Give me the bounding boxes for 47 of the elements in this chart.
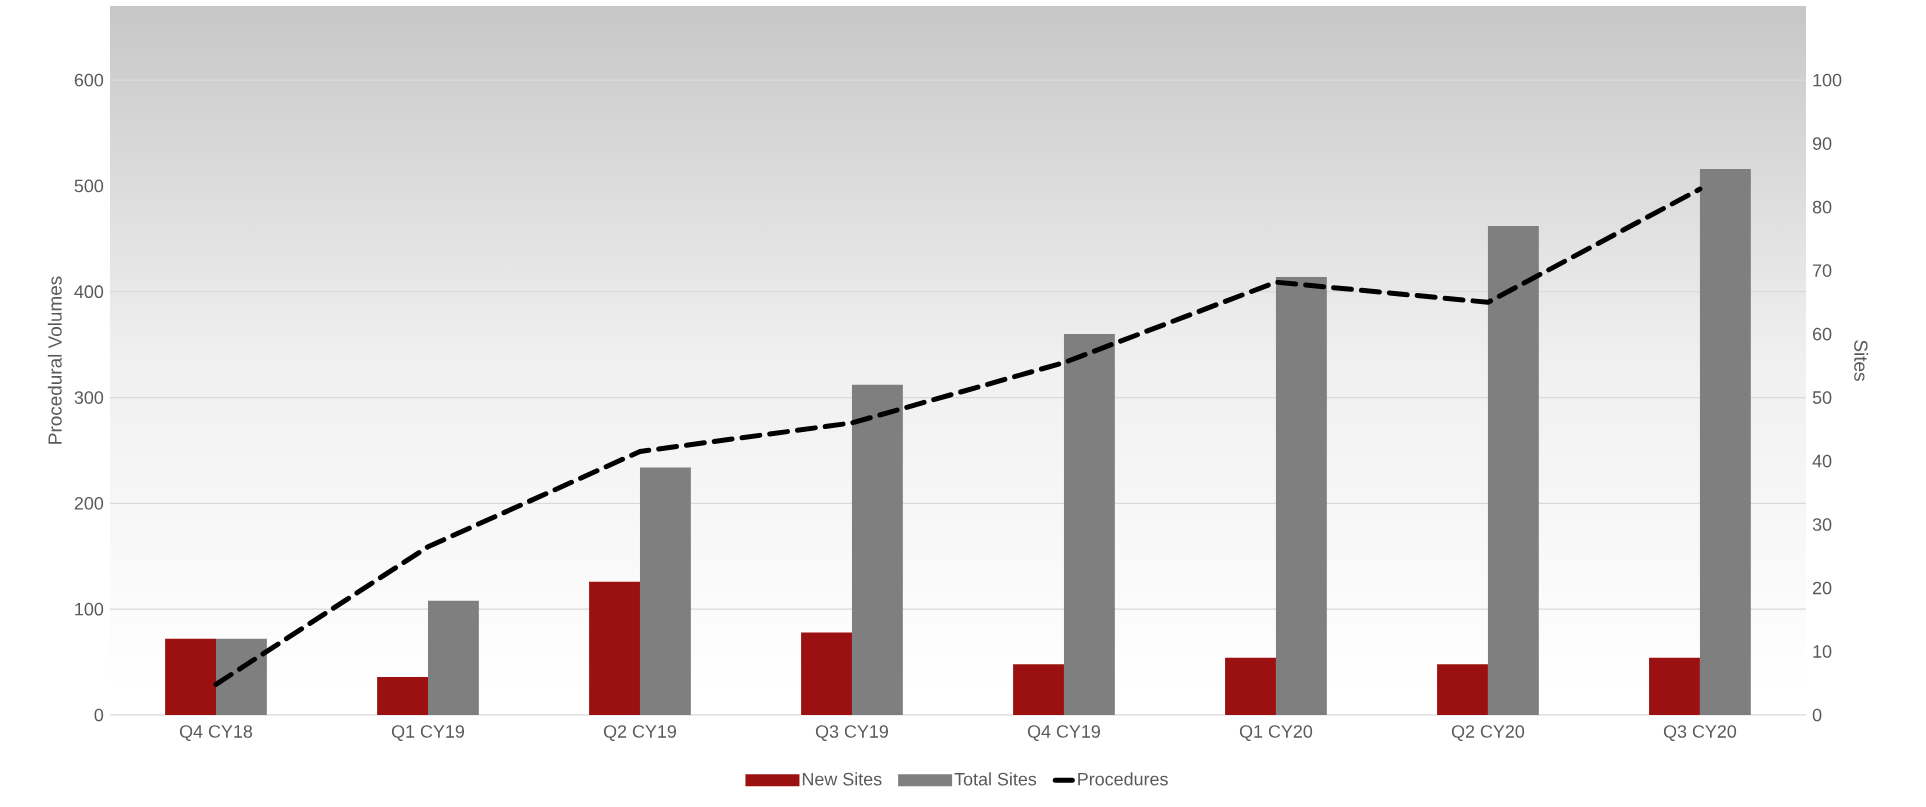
x-tick-label: Q4 CY19 [1027, 725, 1100, 742]
y2-tick-label: 0 [1812, 708, 1822, 722]
y-tick-label: 300 [74, 391, 104, 404]
bar [1437, 664, 1488, 715]
bar [427, 600, 479, 715]
y2-tick-label: 60 [1813, 327, 1832, 341]
y-tick-label: 400 [74, 285, 104, 299]
bar [589, 581, 640, 715]
y2-tick-label: 20 [1813, 581, 1832, 595]
bar [216, 638, 267, 715]
y-tick-label: 600 [74, 73, 104, 87]
bar [801, 632, 852, 715]
bar [1487, 226, 1539, 715]
x-tick-label: Q2 CY20 [1451, 725, 1525, 742]
bar [1013, 664, 1064, 715]
y2-tick-label: 30 [1812, 518, 1832, 531]
y2-tick-label: 90 [1812, 137, 1832, 150]
x-tick-label: Q1 CY19 [391, 725, 464, 742]
bar [1699, 168, 1751, 715]
bar [851, 384, 903, 715]
y2-axis-title: Sites [1854, 340, 1869, 381]
y-tick-label: 100 [75, 602, 104, 616]
bar [1063, 334, 1115, 715]
y2-tick-label: 80 [1812, 200, 1832, 214]
bar [639, 467, 691, 715]
y2-tick-label: 50 [1812, 391, 1832, 404]
x-tick-label: Q3 CY20 [1663, 725, 1737, 742]
y2-tick-label: 100 [1813, 73, 1842, 87]
legend-label: Total Sites [954, 772, 1037, 786]
x-tick-label: Q1 CY20 [1239, 725, 1313, 742]
bar [377, 676, 428, 715]
y-tick-label: 0 [94, 708, 104, 722]
bar [165, 638, 216, 715]
y2-tick-label: 10 [1813, 645, 1832, 658]
bar [1225, 657, 1276, 715]
legend-label: Procedures [1078, 772, 1168, 786]
y-axis-title: Procedural Volumes [47, 276, 62, 444]
y-tick-label: 500 [74, 179, 104, 193]
bar [1275, 276, 1327, 715]
legend-label: New Sites [802, 772, 882, 786]
y-tick-label: 200 [74, 497, 104, 510]
y2-tick-label: 40 [1812, 454, 1832, 468]
y2-tick-label: 70 [1813, 264, 1832, 277]
x-tick-label: Q3 CY19 [815, 725, 888, 742]
bar [1649, 657, 1700, 715]
x-tick-label: Q4 CY18 [179, 725, 253, 742]
x-tick-label: Q2 CY19 [603, 725, 676, 742]
